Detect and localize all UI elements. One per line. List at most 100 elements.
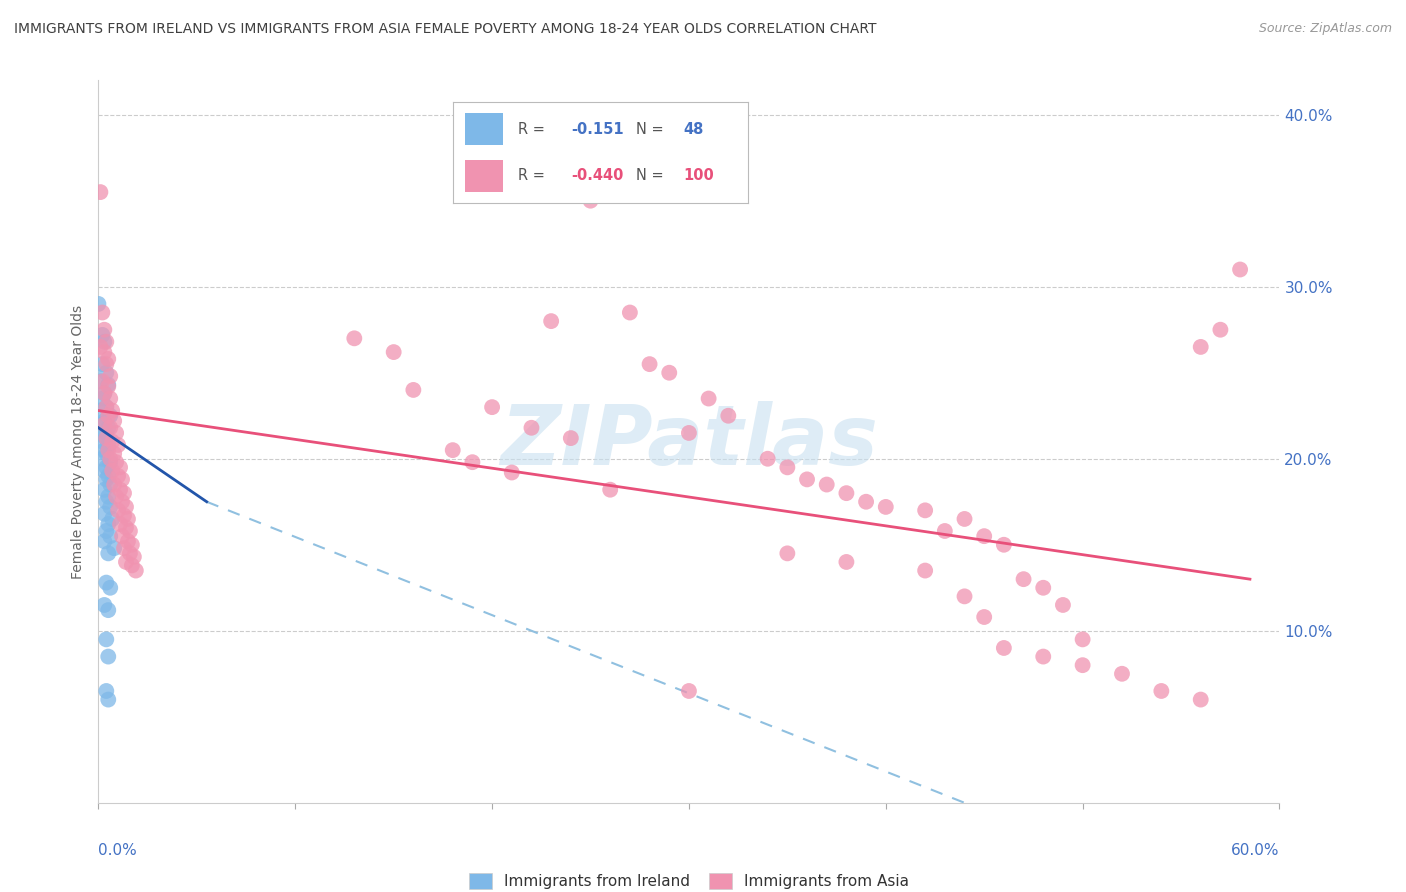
- Point: [97, 438, 120, 452]
- Point: [1071, 632, 1094, 647]
- Point: [97, 692, 120, 706]
- Point: [108, 460, 131, 475]
- Point: [96, 334, 118, 349]
- Point: [914, 503, 936, 517]
- Point: [98, 421, 121, 435]
- Point: [96, 575, 118, 590]
- Point: [835, 486, 858, 500]
- Point: [101, 464, 124, 478]
- Point: [96, 357, 118, 371]
- Point: [756, 451, 779, 466]
- Point: [97, 421, 120, 435]
- Point: [118, 524, 141, 538]
- Text: 0.0%: 0.0%: [98, 843, 138, 858]
- Point: [107, 438, 129, 452]
- Point: [112, 508, 135, 523]
- Point: [125, 564, 148, 578]
- Point: [96, 494, 118, 508]
- Text: Source: ZipAtlas.com: Source: ZipAtlas.com: [1258, 22, 1392, 36]
- Point: [973, 610, 995, 624]
- Point: [1012, 572, 1035, 586]
- Point: [1071, 658, 1094, 673]
- Point: [96, 632, 118, 647]
- Point: [678, 684, 700, 698]
- Point: [122, 549, 145, 564]
- Point: [638, 357, 661, 371]
- Point: [1032, 649, 1054, 664]
- Point: [441, 443, 464, 458]
- Point: [118, 546, 141, 560]
- Point: [97, 603, 120, 617]
- Point: [93, 443, 115, 458]
- Point: [89, 185, 111, 199]
- Point: [89, 340, 111, 354]
- Point: [112, 486, 135, 500]
- Point: [96, 446, 118, 460]
- Point: [103, 414, 125, 428]
- Point: [112, 541, 135, 556]
- Point: [93, 414, 115, 428]
- Point: [96, 366, 118, 380]
- Point: [93, 507, 115, 521]
- Point: [96, 460, 118, 475]
- Point: [115, 555, 138, 569]
- Point: [96, 524, 118, 538]
- Point: [105, 455, 128, 469]
- Point: [91, 327, 114, 342]
- Text: ZIPatlas: ZIPatlas: [501, 401, 877, 482]
- Point: [93, 386, 115, 401]
- Point: [93, 417, 115, 432]
- Point: [1150, 684, 1173, 698]
- Point: [108, 517, 131, 532]
- Point: [914, 564, 936, 578]
- Point: [105, 490, 128, 504]
- Point: [97, 546, 120, 560]
- Point: [953, 512, 976, 526]
- Point: [101, 434, 124, 449]
- Point: [103, 477, 125, 491]
- Point: [599, 483, 621, 497]
- Point: [98, 455, 121, 469]
- Point: [91, 417, 114, 432]
- Point: [697, 392, 720, 406]
- Point: [97, 443, 120, 458]
- Point: [96, 400, 118, 414]
- Point: [97, 490, 120, 504]
- Point: [91, 451, 114, 466]
- Point: [97, 409, 120, 423]
- Point: [97, 351, 120, 366]
- Point: [93, 323, 115, 337]
- Point: [98, 451, 121, 466]
- Point: [96, 431, 118, 445]
- Point: [93, 386, 115, 401]
- Point: [658, 366, 681, 380]
- Text: 60.0%: 60.0%: [1232, 843, 1279, 858]
- Point: [402, 383, 425, 397]
- Point: [101, 512, 124, 526]
- Point: [91, 434, 114, 449]
- Point: [121, 538, 143, 552]
- Point: [776, 460, 799, 475]
- Point: [461, 455, 484, 469]
- Point: [815, 477, 838, 491]
- Point: [560, 431, 582, 445]
- Point: [776, 546, 799, 560]
- Point: [1111, 666, 1133, 681]
- Point: [111, 494, 134, 508]
- Point: [1229, 262, 1251, 277]
- Point: [103, 541, 125, 556]
- Point: [98, 409, 121, 423]
- Point: [98, 581, 121, 595]
- Point: [501, 466, 523, 480]
- Point: [93, 598, 115, 612]
- Point: [93, 345, 115, 359]
- Point: [103, 446, 125, 460]
- Point: [98, 500, 121, 514]
- Point: [98, 529, 121, 543]
- Point: [91, 357, 114, 371]
- Point: [101, 403, 124, 417]
- Point: [105, 425, 128, 440]
- Point: [520, 421, 543, 435]
- Point: [111, 472, 134, 486]
- Point: [993, 538, 1015, 552]
